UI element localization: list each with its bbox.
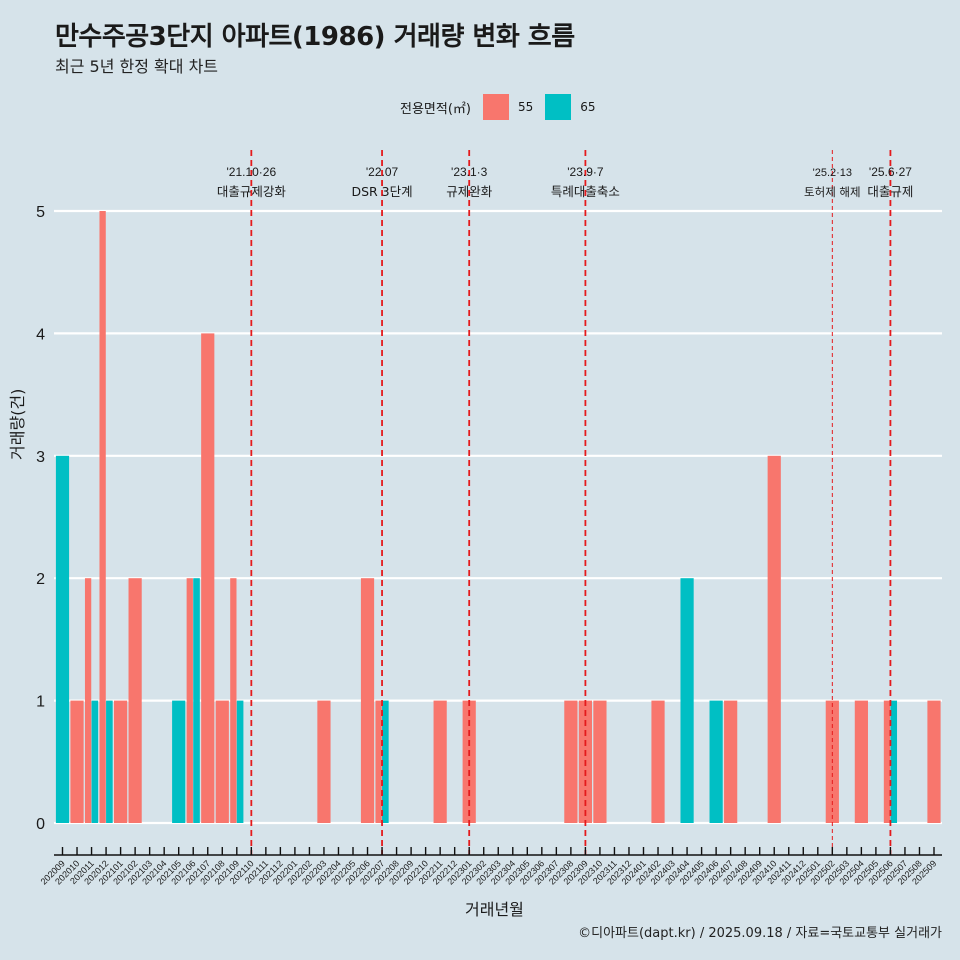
x-axis: 2020092020102020112020122021012021022021…	[39, 847, 942, 887]
chart-subtitle: 최근 5년 한정 확대 차트	[55, 57, 219, 76]
annotation-label: 대출규제	[867, 184, 913, 199]
legend-label-55: 55	[517, 100, 534, 114]
source-caption: ©디아파트(dapt.kr) / 2025.09.18 / 자료=국토교통부 실…	[578, 926, 942, 941]
annotation-date: '25.2·13	[813, 167, 852, 179]
y-tick-label: 3	[36, 449, 45, 466]
y-axis-ticks: 0 1 2 3 4 5	[36, 204, 45, 833]
annotation-label: 특례대출축소	[551, 184, 620, 199]
bar-65-202012	[106, 700, 113, 823]
bar-65-202009	[55, 455, 70, 823]
bar-65-202106	[193, 578, 200, 823]
bar-55-202407	[724, 700, 738, 823]
bar-55-202107	[201, 333, 215, 823]
y-tick-label: 0	[36, 816, 45, 833]
bar-65-202406	[709, 700, 723, 823]
bar-55-202101	[114, 700, 128, 823]
annotation-label: 규제완화	[446, 184, 493, 199]
annotation-date: '23.9·7	[567, 165, 604, 179]
annotation-date: '22.07	[366, 165, 399, 179]
y-tick-label: 4	[36, 326, 45, 343]
bar-65-202109	[236, 700, 244, 823]
y-tick-label: 2	[36, 571, 45, 588]
bar-55-202506	[883, 700, 891, 823]
annotation-label: 대출규제강화	[217, 184, 287, 199]
bar-55-202207	[375, 700, 382, 823]
annotation-lines	[250, 150, 892, 855]
bar-55-202109	[230, 578, 237, 823]
bar-55-202509	[927, 700, 941, 823]
bar-55-202010	[70, 700, 84, 823]
annotation-date: '21.10·26	[226, 165, 276, 179]
bar-55-202108	[215, 700, 229, 823]
bar-65-202207	[382, 700, 389, 823]
bar-55-202011	[84, 578, 92, 823]
y-axis-label: 거래량(건)	[8, 388, 27, 460]
bar-65-202506	[890, 700, 898, 823]
bar-55-202410	[767, 455, 781, 823]
bar-55-202310	[593, 700, 607, 823]
annotation-label: DSR 3단계	[351, 184, 412, 199]
legend-label-65: 65	[580, 100, 596, 114]
bar-55-202106	[186, 578, 193, 823]
bar-55-202102	[128, 578, 142, 823]
legend-swatch-55	[482, 94, 509, 120]
bar-65-202404	[680, 578, 694, 823]
bars	[55, 211, 941, 823]
annotation-date: '23.1·3	[451, 165, 488, 179]
y-tick-label: 1	[36, 694, 45, 711]
bar-55-202203	[317, 700, 331, 823]
bar-55-202504	[854, 700, 868, 823]
bar-65-202011	[91, 700, 99, 823]
annotation-labels: '21.10·26 대출규제강화 '22.07 DSR 3단계 '23.1·3 규제완화 '…	[217, 165, 914, 199]
legend-title: 전용면적(㎡)	[400, 101, 471, 117]
chart-title: 만수주공3단지 아파트(1986) 거래량 변화 흐름	[55, 22, 575, 52]
y-tick-label: 5	[36, 204, 45, 221]
bar-65-202105	[172, 700, 186, 823]
bar-55-202206	[360, 578, 375, 823]
bar-55-202308	[564, 700, 578, 823]
annotation-date: '25.6·27	[869, 165, 912, 179]
legend-swatch-65	[545, 94, 572, 120]
x-axis-label: 거래년월	[465, 900, 524, 919]
annotation-label: 토허제 해제	[804, 185, 861, 199]
bar-55-202402	[651, 700, 665, 823]
bar-55-202211	[433, 700, 447, 823]
legend: 전용면적(㎡) 55 65	[400, 93, 608, 121]
bar-55-202012	[99, 211, 106, 823]
